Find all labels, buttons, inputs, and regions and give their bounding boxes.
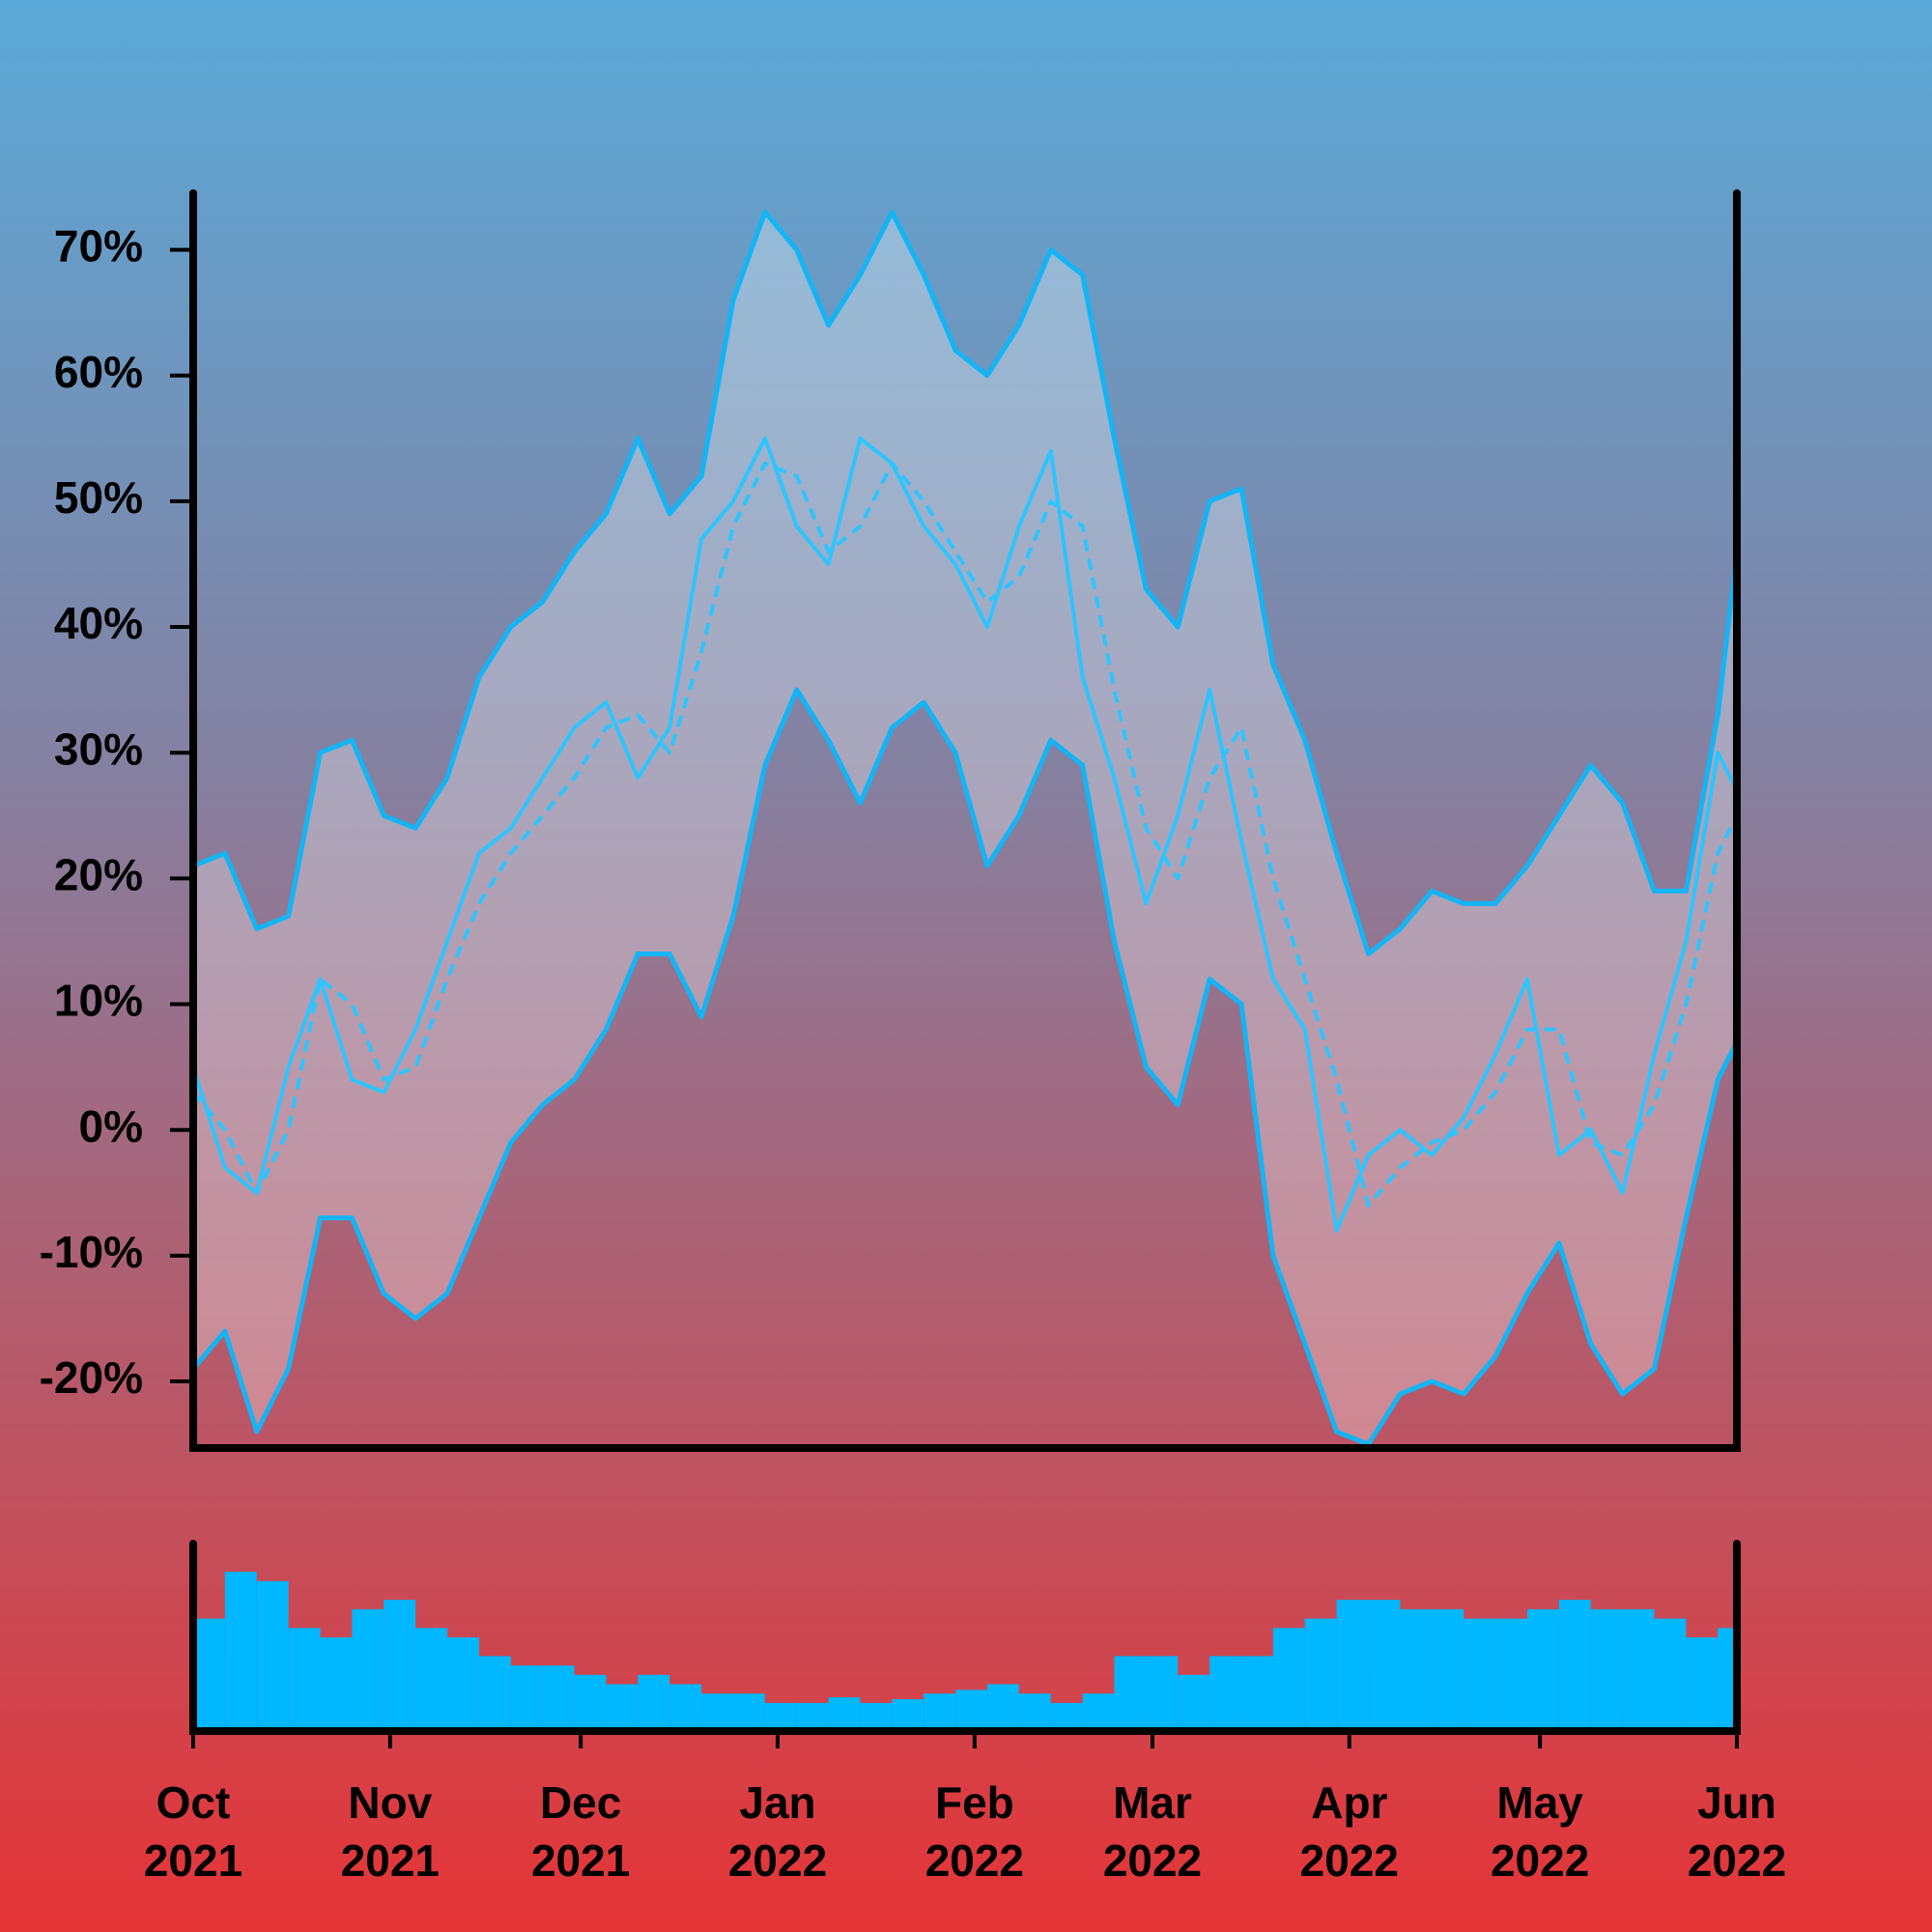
- y-tick-label: 30%: [54, 724, 143, 774]
- y-tick-label: -10%: [40, 1227, 143, 1277]
- volume-bar: [415, 1628, 448, 1731]
- volume-bar: [1018, 1693, 1051, 1731]
- volume-bar: [1082, 1693, 1115, 1731]
- y-tick-label: 20%: [54, 850, 143, 900]
- band-upper: [193, 210, 1737, 956]
- volume-bar: [288, 1628, 321, 1731]
- y-tick-label: 50%: [54, 472, 143, 523]
- y-tick-label: 10%: [54, 976, 143, 1026]
- volume-bar: [1432, 1608, 1464, 1731]
- volume-bar: [320, 1637, 353, 1731]
- volume-bar: [828, 1697, 861, 1731]
- volume-bar: [1209, 1656, 1242, 1731]
- volume-bar: [510, 1665, 543, 1731]
- x-tick-label: Jun 2022: [1688, 1777, 1786, 1886]
- volume-bar: [638, 1674, 670, 1731]
- volume-bar: [1336, 1600, 1369, 1731]
- volume-bar: [1146, 1656, 1179, 1731]
- volume-bar: [1241, 1656, 1273, 1731]
- volume-bar: [542, 1665, 575, 1731]
- volume-bar: [1272, 1628, 1305, 1731]
- volume-bar: [1114, 1656, 1147, 1731]
- volume-bar: [1558, 1600, 1591, 1731]
- volume-bar: [574, 1674, 607, 1731]
- volume-bar: [447, 1637, 479, 1731]
- volume-bar: [892, 1699, 924, 1731]
- volume-bar: [669, 1684, 702, 1731]
- volume-bar: [923, 1693, 956, 1731]
- volume-bar: [701, 1693, 733, 1731]
- volume-bar: [796, 1702, 829, 1731]
- volume-bar: [478, 1656, 511, 1731]
- x-tick-label: Jan 2022: [728, 1777, 827, 1886]
- volume-bar: [1400, 1608, 1433, 1731]
- volume-panel: [193, 1572, 1739, 1731]
- volume-bar: [352, 1608, 384, 1731]
- volume-bar: [606, 1684, 639, 1731]
- volume-bar: [1368, 1600, 1401, 1731]
- y-tick-label: -20%: [40, 1352, 143, 1403]
- volume-bar: [955, 1690, 988, 1731]
- volume-bar: [732, 1693, 765, 1731]
- volume-bar: [256, 1580, 289, 1731]
- band-fill: [193, 212, 1737, 1445]
- x-tick-label: Feb 2022: [925, 1777, 1024, 1886]
- y-tick-label: 40%: [54, 598, 143, 648]
- x-tick-label: Mar 2022: [1103, 1777, 1202, 1886]
- price-line: [193, 436, 1737, 1233]
- volume-bar: [1622, 1608, 1655, 1731]
- volume-bar: [384, 1600, 416, 1731]
- volume-bar: [1050, 1702, 1083, 1731]
- volume-bar: [987, 1684, 1019, 1731]
- volume-bar: [1304, 1618, 1337, 1731]
- volume-bar: [1178, 1674, 1210, 1731]
- volume-bar: [764, 1702, 797, 1731]
- main-frame: [189, 189, 1741, 1452]
- volume-bar: [1654, 1618, 1687, 1731]
- volume-bar: [860, 1702, 893, 1731]
- band-lower: [193, 687, 1737, 1447]
- axes: -20% -10% 0% 10% 20% 30% 40% 50% 60% 70% Oct 2021 No…: [40, 189, 1786, 1886]
- x-tick-label: May 2022: [1491, 1777, 1589, 1886]
- x-tick-label: Dec 2021: [531, 1777, 630, 1886]
- y-tick-label: 60%: [54, 347, 143, 397]
- y-tick-label: 0%: [79, 1101, 143, 1151]
- x-tick-label: Nov 2021: [341, 1777, 440, 1886]
- volume-frame: [189, 1540, 1741, 1735]
- volume-bar: [193, 1618, 225, 1731]
- volume-bar: [1718, 1628, 1737, 1731]
- volume-bar: [1495, 1618, 1527, 1731]
- volume-bar: [1463, 1618, 1496, 1731]
- plot-area: [193, 210, 1737, 1447]
- y-tick-label: 70%: [54, 221, 143, 271]
- volume-bar: [1686, 1637, 1719, 1731]
- volume-bar: [224, 1572, 257, 1731]
- moving-average-line: [193, 461, 1737, 1208]
- volume-bar: [1526, 1608, 1559, 1731]
- x-tick-label: Oct 2021: [144, 1777, 242, 1886]
- volume-bar: [1590, 1608, 1623, 1731]
- x-tick-label: Apr 2022: [1300, 1777, 1399, 1886]
